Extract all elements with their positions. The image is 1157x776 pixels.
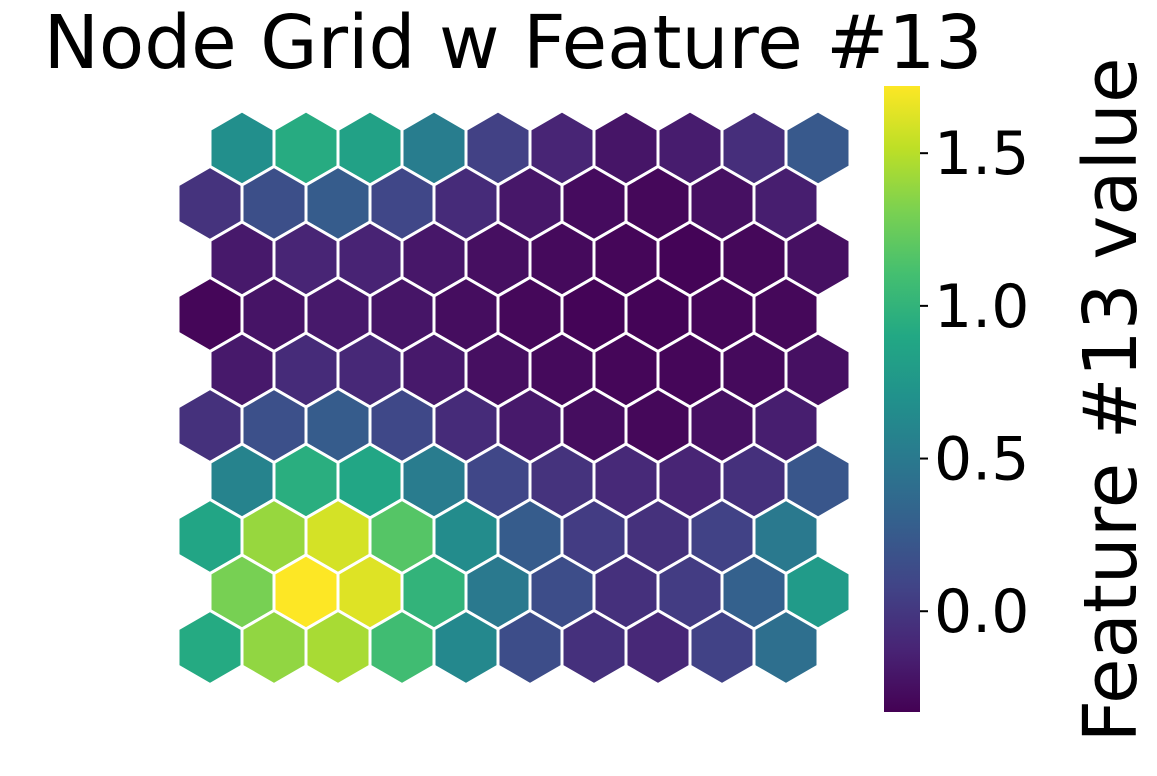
hex-grid bbox=[176, 109, 852, 687]
colorbar-tick-label: 0.5 bbox=[934, 425, 1029, 495]
colorbar-tick-label: 1.0 bbox=[934, 272, 1029, 342]
colorbar-tick-label: 0.0 bbox=[934, 577, 1029, 647]
colorbar-ticks: 0.0 0.5 1.0 1.5 bbox=[920, 119, 1029, 647]
chart-title: Node Grid w Feature #13 bbox=[44, 0, 983, 86]
colorbar-tick-label: 1.5 bbox=[934, 119, 1029, 189]
colorbar-label: Feature #13 value bbox=[1068, 58, 1154, 743]
colorbar bbox=[884, 86, 920, 712]
hex-cell bbox=[752, 608, 820, 687]
